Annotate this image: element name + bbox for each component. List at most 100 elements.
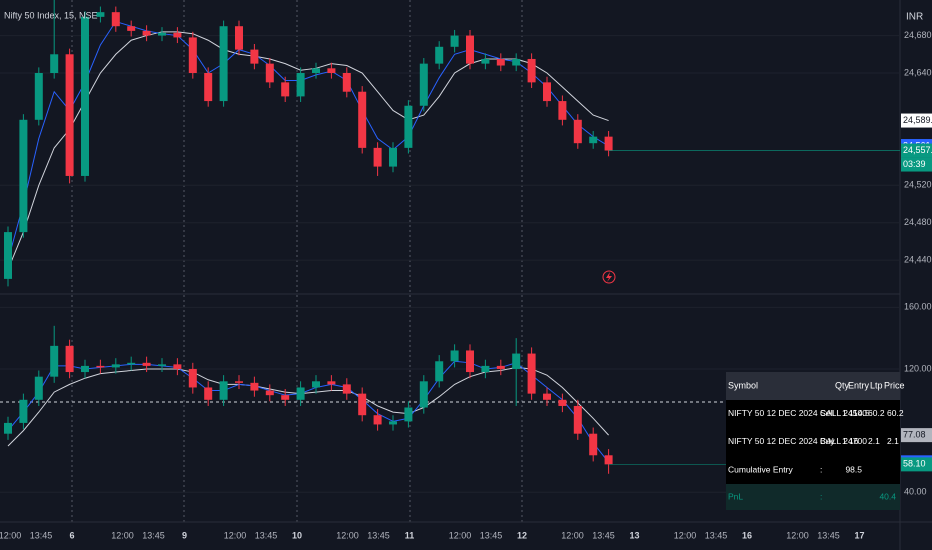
table-header: Entry — [848, 380, 870, 390]
candle-body — [188, 37, 197, 73]
y-tick-label: 24,480.00 — [904, 217, 932, 227]
candle-body — [312, 68, 320, 73]
candle-body — [481, 365, 490, 373]
x-tick-label: 13:45 — [480, 530, 503, 540]
y-tick-label: 120.00 — [904, 363, 932, 373]
x-tick-label: 13:45 — [592, 530, 615, 540]
candle-body — [604, 455, 613, 465]
y-tick-label: 24,520.00 — [904, 180, 932, 190]
x-tick-label: 17 — [854, 530, 864, 540]
candle-body — [34, 73, 43, 120]
table-cell: 40.4 — [879, 491, 896, 501]
price-label-bg — [901, 143, 932, 158]
table-row-bg — [726, 456, 900, 484]
y-tick-label: 24,680.00 — [904, 30, 932, 40]
table-header: Qty — [835, 380, 850, 390]
candle-body — [204, 387, 213, 400]
candle-body — [34, 376, 43, 400]
x-tick-label: 12:00 — [224, 530, 247, 540]
table-cell: 1 — [842, 436, 847, 446]
price-label-bg — [901, 113, 932, 128]
table-row-bg — [726, 484, 900, 510]
table-cell: NIFTY 50 12 DEC 2024 CALL 24500 — [728, 408, 867, 418]
price-label: 24,589.20 — [903, 115, 932, 125]
candle-body — [173, 32, 182, 38]
candle-body — [358, 91, 367, 148]
x-tick-label: 11 — [405, 530, 415, 540]
table-cell: 114.5 — [849, 408, 870, 418]
candle-body — [527, 353, 536, 394]
candle-body — [250, 382, 259, 391]
candle-body — [342, 73, 351, 92]
candle-body — [158, 32, 166, 36]
candle-body — [512, 353, 521, 369]
y-tick-label: 40.00 — [904, 487, 927, 497]
candle-body — [296, 73, 305, 97]
table-cell: NIFTY 50 12 DEC 2024 CALL 24700 — [728, 436, 867, 446]
price-label-bg — [901, 428, 932, 443]
table-cell: 60.2 — [868, 408, 885, 418]
table-cell: PnL — [728, 491, 743, 501]
candle-body — [111, 12, 120, 27]
table-cell: 16 — [849, 436, 859, 446]
x-tick-label: 13:45 — [30, 530, 53, 540]
candle-body — [389, 147, 397, 167]
price-label: 58.10 — [903, 459, 926, 469]
x-tick-label: 13:45 — [367, 530, 390, 540]
x-tick-label: 12:00 — [561, 530, 584, 540]
table-header: Price — [884, 380, 905, 390]
candle-body — [65, 345, 74, 373]
candle-body — [327, 68, 336, 73]
candle-body — [466, 350, 474, 373]
x-tick-label: 12:00 — [336, 530, 359, 540]
candle-body — [296, 387, 305, 400]
candle-body — [389, 421, 397, 425]
x-tick-label: 13:45 — [142, 530, 165, 540]
candle-body — [543, 393, 551, 400]
table-cell: Sell — [820, 408, 834, 418]
candle-body — [435, 361, 444, 382]
candle-body — [50, 345, 59, 377]
candle-body — [173, 364, 182, 369]
candle-body — [4, 232, 12, 279]
candle-body — [50, 54, 59, 73]
currency: INR — [906, 12, 923, 23]
table-header: Ltp — [870, 380, 883, 390]
candle-body — [404, 105, 413, 148]
x-tick-label: 13:45 — [705, 530, 728, 540]
x-tick-label: 9 — [182, 530, 187, 540]
candle-body — [373, 147, 382, 167]
x-tick-label: 13 — [629, 530, 639, 540]
candle-body — [481, 58, 490, 64]
symbol-title: Nifty 50 Index, 15, NSE — [4, 10, 98, 20]
candle-body — [204, 73, 213, 102]
event-icon[interactable] — [602, 270, 616, 284]
candle-body — [419, 63, 428, 106]
candle-body — [265, 390, 274, 396]
candle-body — [281, 82, 290, 97]
candle-body — [19, 399, 28, 423]
candle-body — [127, 26, 136, 31]
x-tick-label: 12:00 — [674, 530, 697, 540]
x-tick-label: 13:45 — [255, 530, 278, 540]
x-tick-label: 12:00 — [786, 530, 809, 540]
candle-body — [589, 136, 598, 144]
candle-body — [604, 136, 613, 151]
candle-body — [127, 362, 136, 365]
candle-body — [219, 381, 228, 400]
table-cell: : — [820, 491, 822, 501]
candle-body — [496, 365, 505, 369]
candle-body — [219, 26, 228, 102]
candle-body — [558, 399, 567, 406]
table-cell: Cumulative Entry — [728, 464, 793, 474]
candle-body — [96, 12, 105, 17]
price-label: 24,557.15 — [903, 145, 932, 155]
table-cell: : — [820, 464, 822, 474]
candle-body — [327, 381, 336, 385]
table-cell: 60.2 — [887, 408, 904, 418]
table-row-bg — [726, 372, 900, 400]
candle-body — [543, 82, 551, 102]
moving-average — [7, 20, 609, 261]
